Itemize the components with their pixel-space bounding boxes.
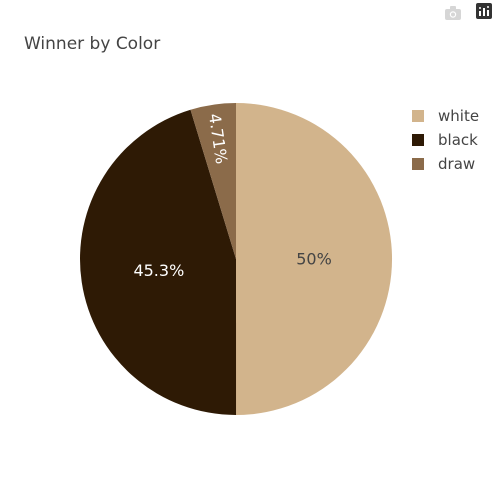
slice-label-black: 45.3% [133, 261, 184, 280]
legend-label-black[interactable]: black [438, 131, 478, 149]
chart-title: Winner by Color [24, 34, 160, 54]
slice-label-white: 50% [296, 249, 332, 268]
plotly-logo-icon[interactable] [476, 3, 492, 19]
pie-slice-draw[interactable] [190, 103, 236, 259]
camera-icon[interactable] [445, 6, 461, 20]
legend-swatch-white[interactable] [412, 110, 424, 122]
legend-swatch-black[interactable] [412, 134, 424, 146]
legend-swatch-draw[interactable] [412, 158, 424, 170]
pie-slices: 50%45.3%4.71% [79, 102, 393, 416]
pie-slice-white[interactable] [236, 102, 393, 415]
pie-slice-black[interactable] [79, 109, 237, 416]
legend: white black draw [412, 107, 479, 173]
legend-label-white[interactable]: white [438, 107, 479, 125]
legend-label-draw[interactable]: draw [438, 155, 475, 173]
